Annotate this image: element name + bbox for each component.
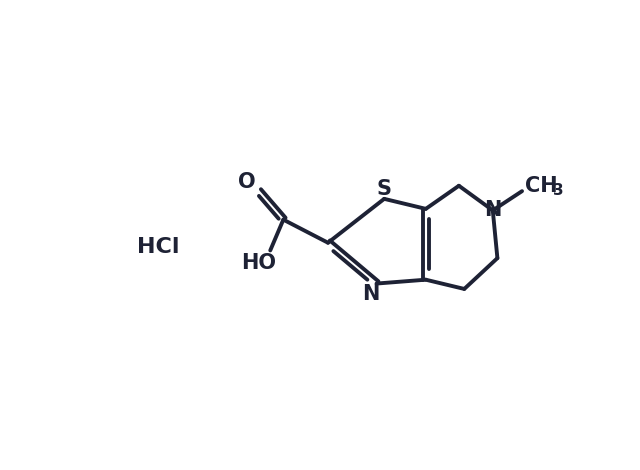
Text: HO: HO <box>241 253 276 273</box>
Text: N: N <box>362 283 379 304</box>
Text: O: O <box>238 172 256 192</box>
Text: CH: CH <box>525 176 557 196</box>
Text: S: S <box>377 179 392 199</box>
Text: 3: 3 <box>553 183 564 198</box>
Text: HCl: HCl <box>138 237 180 258</box>
Text: N: N <box>484 200 502 220</box>
